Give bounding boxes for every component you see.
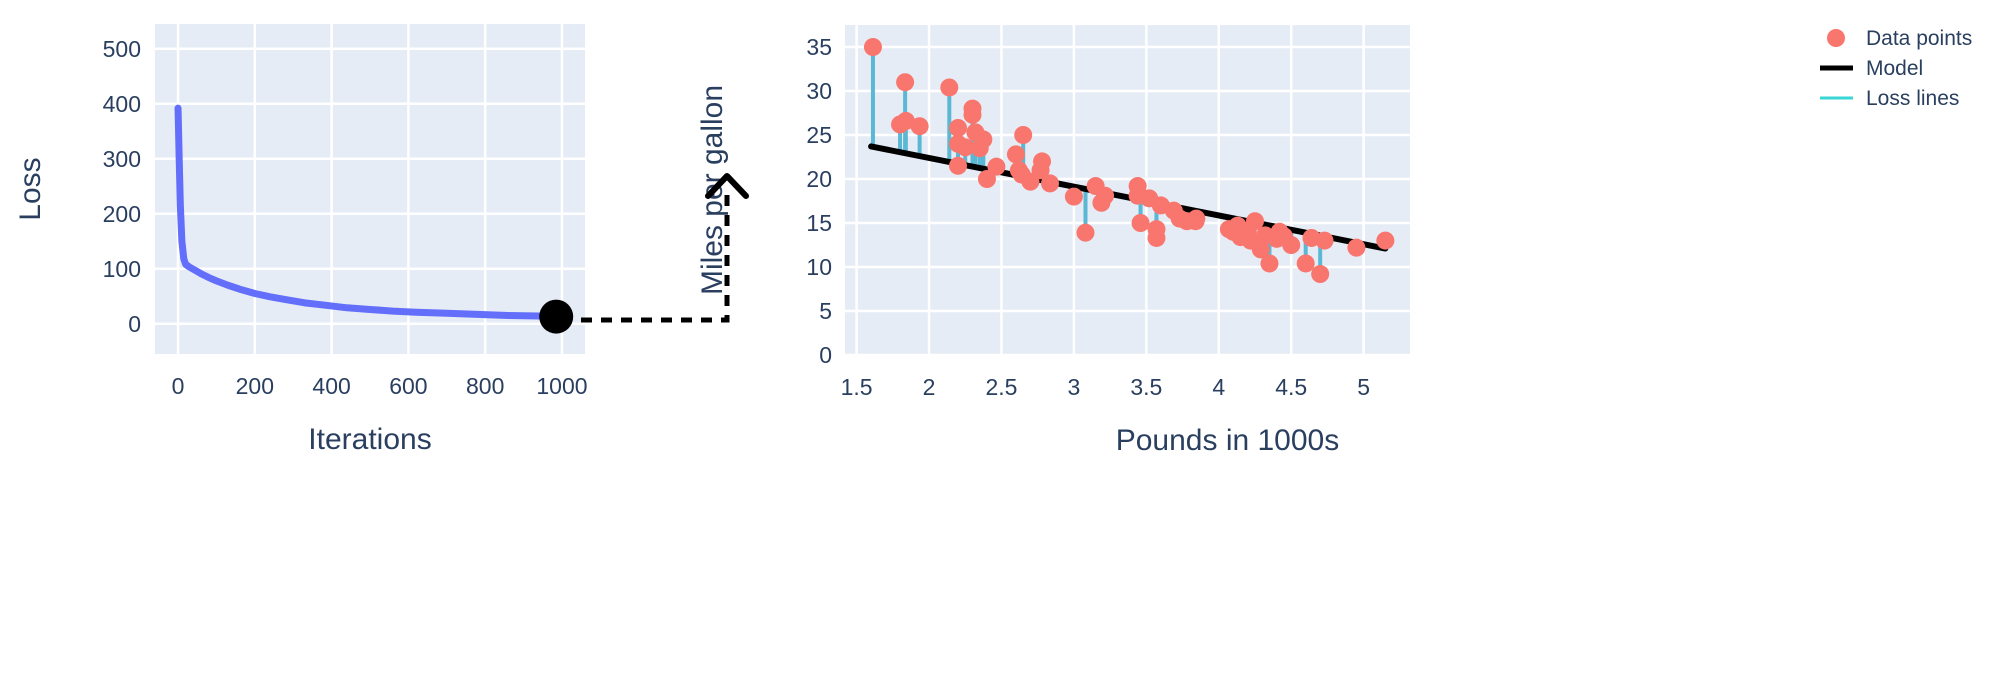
scatter-x-tick-label: 1.5 <box>841 374 873 400</box>
loss-x-tick-label: 600 <box>389 373 427 399</box>
scatter-plot-area <box>845 25 1410 355</box>
loss-y-tick-label: 0 <box>128 311 141 337</box>
legend-entry-label[interactable]: Data points <box>1866 27 1972 50</box>
scatter-y-tick-label: 35 <box>806 34 832 60</box>
scatter-x-tick-label: 2 <box>923 374 936 400</box>
loss-final-point-marker[interactable] <box>539 299 574 334</box>
loss-y-tick-label: 400 <box>103 91 141 117</box>
data-point[interactable] <box>1014 126 1033 144</box>
scatter-y-tick-label: 0 <box>819 342 832 368</box>
data-point[interactable] <box>1347 238 1366 257</box>
scatter-x-tick-label: 4 <box>1212 374 1225 400</box>
data-point[interactable] <box>1251 240 1270 259</box>
data-point[interactable] <box>896 73 915 92</box>
data-point[interactable] <box>1064 187 1083 206</box>
chart-legend: Data points Model Loss lines <box>1820 27 1972 110</box>
legend-entry-label[interactable]: Model <box>1866 57 1923 80</box>
data-point[interactable] <box>1260 254 1279 273</box>
data-point[interactable] <box>1187 209 1206 228</box>
data-point[interactable] <box>1296 254 1315 273</box>
data-point[interactable] <box>949 156 967 175</box>
loss-y-tick-label: 500 <box>103 36 141 62</box>
loss-chart: 0 100 200 300 400 500 0 200 400 600 800 1000 Loss Ite… <box>14 24 588 456</box>
data-point[interactable] <box>949 118 967 137</box>
loss-y-tick-label: 100 <box>103 256 141 282</box>
data-point[interactable] <box>1311 265 1330 284</box>
data-point[interactable] <box>1131 214 1150 232</box>
legend-marker-circle-icon <box>1827 29 1845 47</box>
loss-x-tick-label: 800 <box>466 373 504 399</box>
data-point[interactable] <box>1040 174 1059 193</box>
scatter-y-tick-label: 5 <box>819 298 832 324</box>
scatter-x-tick-label: 2.5 <box>985 374 1017 400</box>
data-points-group <box>863 38 1395 284</box>
data-point[interactable] <box>956 138 975 157</box>
scatter-y-tick-label: 15 <box>806 210 832 236</box>
data-point[interactable] <box>1282 236 1301 254</box>
data-point[interactable] <box>896 111 915 130</box>
data-point[interactable] <box>1006 145 1025 164</box>
data-point[interactable] <box>1245 212 1264 231</box>
legend-entry-label[interactable]: Loss lines <box>1866 87 1959 110</box>
loss-curve-line <box>174 104 560 321</box>
data-point[interactable] <box>1033 152 1052 171</box>
loss-x-axis-title: Iterations <box>308 423 431 456</box>
scatter-y-tick-label: 25 <box>806 122 832 148</box>
data-point[interactable] <box>977 170 996 188</box>
data-point[interactable] <box>1076 223 1095 242</box>
scatter-x-axis-title: Pounds in 1000s <box>1116 424 1340 457</box>
loss-x-tick-label: 0 <box>172 373 185 399</box>
data-point[interactable] <box>910 117 929 136</box>
regression-chart: 0 5 10 15 20 25 30 35 1.5 2 2.5 3 3.5 4 4.5 5 Miles per … <box>696 25 1972 457</box>
loss-plot-area <box>155 24 585 354</box>
loss-x-tick-label: 200 <box>236 373 274 399</box>
data-point[interactable] <box>863 38 882 56</box>
scatter-y-tick-label: 30 <box>806 78 832 104</box>
loss-y-axis-title: Loss <box>14 157 47 220</box>
loss-x-tick-label: 1000 <box>536 373 587 399</box>
data-point[interactable] <box>1315 231 1334 250</box>
scatter-x-tick-label: 3 <box>1067 374 1080 400</box>
data-point[interactable] <box>1376 231 1395 250</box>
loss-y-tick-label: 200 <box>103 201 141 227</box>
scatter-y-tick-label: 20 <box>806 166 832 192</box>
data-point[interactable] <box>1147 220 1166 239</box>
scatter-y-axis-title: Miles per gallon <box>696 85 729 295</box>
scatter-x-tick-label: 5 <box>1357 374 1370 400</box>
data-point[interactable] <box>1096 186 1115 205</box>
data-point[interactable] <box>987 157 1006 176</box>
data-point[interactable] <box>974 130 993 149</box>
loss-x-tick-label: 400 <box>312 373 350 399</box>
loss-y-tick-label: 300 <box>103 146 141 172</box>
data-point[interactable] <box>940 78 959 97</box>
scatter-x-tick-label: 3.5 <box>1130 374 1162 400</box>
scatter-x-tick-label: 4.5 <box>1275 374 1307 400</box>
scatter-y-tick-label: 10 <box>806 254 832 280</box>
data-point[interactable] <box>963 105 982 124</box>
